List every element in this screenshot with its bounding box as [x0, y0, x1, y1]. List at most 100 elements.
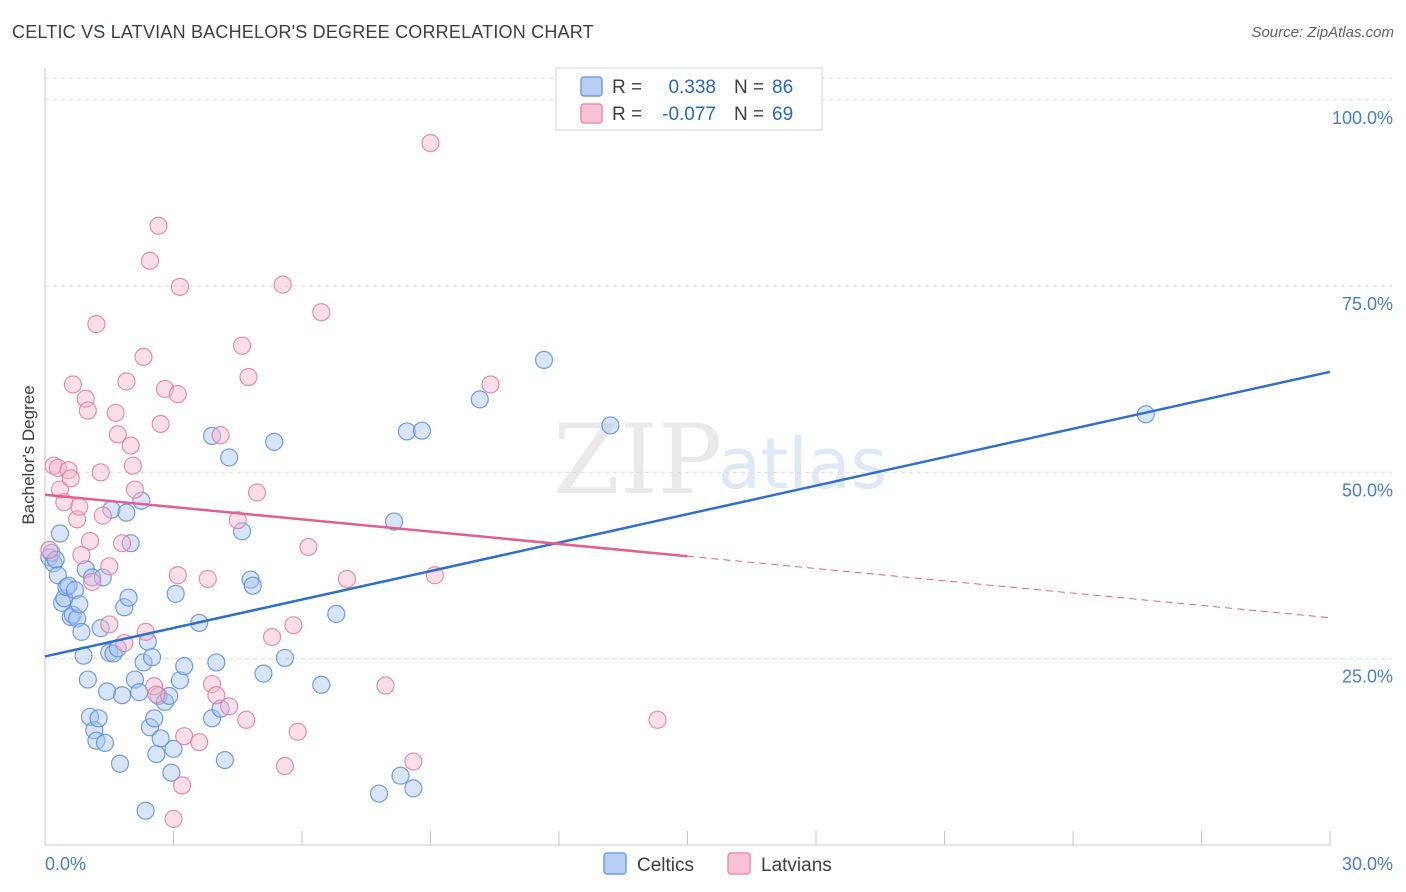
celtics-point — [207, 653, 226, 672]
celtics-point — [170, 671, 190, 690]
watermark-zip: ZIP — [553, 404, 722, 516]
latvians-point — [125, 480, 145, 499]
latvians-point — [404, 752, 423, 771]
latvians-point — [63, 375, 82, 394]
latvians-point — [61, 469, 80, 488]
legend-swatch-latvians — [580, 103, 603, 124]
celtics-point — [166, 584, 185, 603]
axes — [44, 68, 1331, 846]
latvians-point — [170, 277, 190, 296]
latvians-point — [80, 531, 100, 551]
y-axis-label: Bachelor's Degree — [19, 385, 38, 524]
latvians-point — [239, 367, 258, 387]
latvians-point — [149, 216, 168, 235]
celtics-point — [145, 709, 164, 728]
celtics-point — [115, 598, 134, 617]
source-label: Source: ZipAtlas.com — [1251, 24, 1394, 41]
latvians-point — [232, 336, 252, 355]
celtics-point — [265, 432, 284, 451]
y-tick-label: 100.0% — [1332, 108, 1393, 128]
celtics-point — [136, 801, 155, 820]
celtics-trend-line — [44, 370, 1331, 658]
celtics-point — [65, 581, 85, 600]
celtics-point — [70, 595, 89, 614]
celtics-point — [312, 675, 331, 694]
latvians-point — [72, 546, 91, 565]
celtics-point — [175, 657, 194, 676]
latvians-point — [247, 483, 267, 502]
y-tick-label: 75.0% — [1342, 294, 1393, 314]
legend-n-value-celtics: 86 — [772, 77, 793, 98]
celtics-point — [470, 390, 489, 409]
latvians-point — [106, 403, 125, 422]
latvians-point — [648, 710, 667, 729]
bottom-legend-label-celtics: Celtics — [637, 855, 694, 876]
latvians-point — [312, 303, 331, 322]
latvians-point — [228, 510, 247, 530]
latvians-point — [275, 756, 294, 776]
celtics-point — [601, 416, 620, 435]
latvians-point — [198, 569, 217, 589]
celtics-point — [93, 568, 112, 587]
celtics-point — [142, 648, 162, 667]
legend-r-value-celtics: 0.338 — [668, 77, 716, 98]
celtics-point — [46, 550, 65, 569]
latvians-point — [421, 133, 440, 153]
latvians-point — [100, 615, 119, 634]
celtics-point — [370, 784, 389, 803]
celtics-point — [162, 763, 181, 782]
latvians-point — [83, 572, 102, 592]
celtics-point — [83, 568, 102, 587]
latvians-point — [40, 540, 59, 560]
celtics-point — [98, 682, 117, 701]
latvians-point — [337, 569, 357, 589]
celtics-point — [72, 622, 91, 641]
latvians-point — [121, 436, 140, 455]
latvians-point — [112, 534, 132, 553]
celtics-point — [254, 664, 273, 683]
celtics-point — [391, 766, 410, 785]
latvians-point — [108, 425, 127, 444]
celtics-point — [112, 686, 132, 705]
latvians-point — [299, 537, 318, 557]
latvians-trend-line-dashed — [687, 555, 1331, 619]
celtics-point — [140, 718, 160, 737]
latvians-point — [100, 557, 119, 576]
latvians-point — [147, 685, 166, 704]
celtics-point — [95, 733, 115, 753]
latvians-point — [140, 251, 160, 270]
celtics-points — [40, 350, 1155, 820]
legend-r-label-latvians: R = — [612, 104, 642, 125]
celtics-point — [50, 524, 70, 543]
celtics-point — [534, 350, 554, 369]
celtics-point — [412, 421, 432, 440]
legend-n-label-celtics: N = — [734, 77, 764, 98]
legend-r-label-celtics: R = — [612, 77, 642, 98]
celtics-point — [220, 448, 239, 467]
celtics-point — [134, 653, 153, 672]
bottom-legend-swatch-celtics — [603, 852, 627, 875]
latvians-point — [93, 506, 112, 525]
celtics-point — [151, 729, 170, 748]
celtics-point — [119, 588, 138, 607]
legend-n-value-latvians: 69 — [772, 104, 793, 125]
latvians-point — [123, 456, 142, 475]
latvians-point — [481, 375, 500, 394]
y-tick-label: 50.0% — [1342, 480, 1393, 500]
legend-n-label-latvians: N = — [734, 104, 764, 125]
latvians-point — [78, 401, 97, 420]
x-tick-label-max: 30.0% — [1342, 854, 1393, 874]
celtics-point — [404, 779, 423, 798]
celtics-point — [147, 744, 166, 764]
latvians-point — [376, 676, 395, 695]
celtics-point — [397, 422, 417, 441]
latvians-point — [211, 426, 230, 445]
celtics-point — [117, 503, 136, 522]
latvians-point — [48, 458, 67, 478]
latvians-point — [168, 385, 187, 404]
latvians-point — [237, 710, 256, 729]
celtics-point — [327, 604, 346, 624]
celtics-point — [275, 648, 294, 668]
trend-lines — [44, 370, 1331, 658]
